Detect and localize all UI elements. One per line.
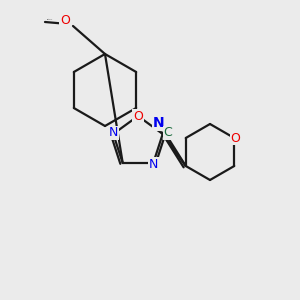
Text: C: C	[164, 127, 172, 140]
Text: O: O	[133, 110, 143, 122]
Text: O: O	[230, 131, 240, 145]
Text: methoxy: methoxy	[47, 18, 53, 20]
Text: N: N	[148, 158, 158, 170]
Text: N: N	[109, 127, 118, 140]
Text: O: O	[60, 14, 70, 26]
Text: N: N	[153, 116, 165, 130]
